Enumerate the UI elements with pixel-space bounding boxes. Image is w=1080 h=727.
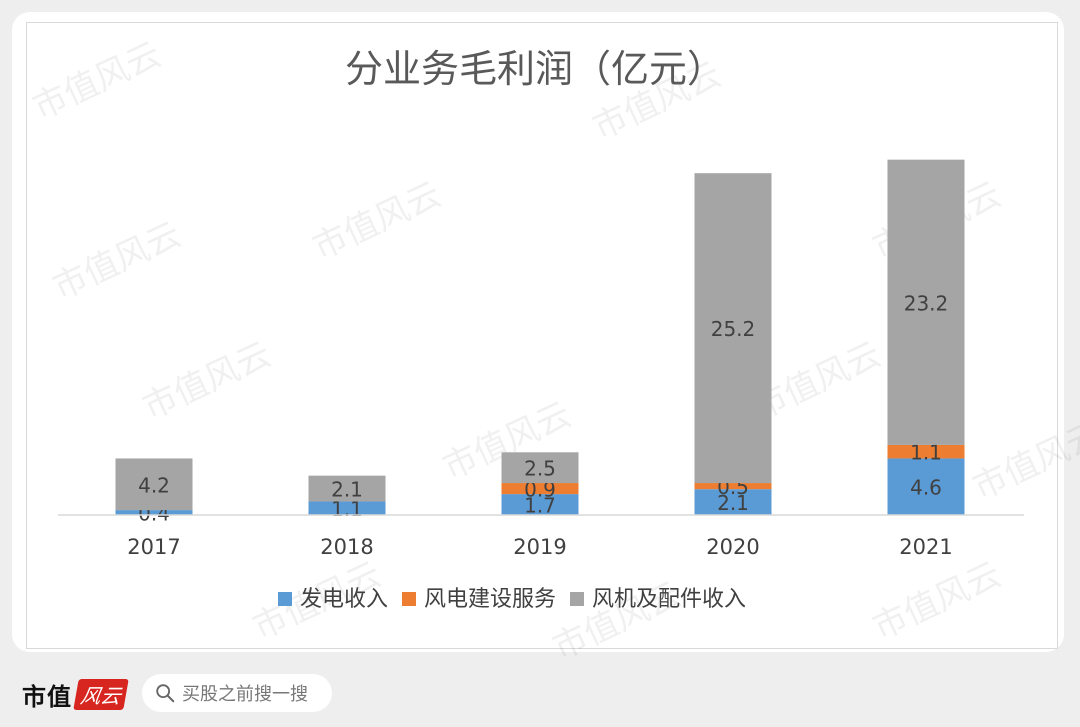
legend-label: 风电建设服务 <box>424 587 556 612</box>
legend-swatch <box>570 592 584 606</box>
watermark-text: 市值风云 <box>867 554 1007 648</box>
data-label: 4.6 <box>910 476 942 500</box>
chart-legend: 发电收入 风电建设服务 风机及配件收入 <box>278 587 746 612</box>
bar-segment <box>694 489 772 515</box>
search-icon <box>156 684 175 703</box>
data-label: 25.2 <box>711 317 756 341</box>
bar-segment <box>308 501 386 515</box>
bar-segment <box>501 483 579 495</box>
logo-main-text: 市值 <box>22 681 72 711</box>
x-tick-label: 2019 <box>513 535 566 559</box>
bars-layer: 0.44.21.12.11.70.92.52.10.525.24.61.123.… <box>115 159 965 526</box>
bar-segment <box>115 510 193 515</box>
watermark-text: 市值风云 <box>27 34 167 128</box>
watermark-text: 市值风云 <box>307 174 447 268</box>
bar-segment <box>694 173 772 484</box>
bar-segment <box>501 494 579 515</box>
data-label: 2.5 <box>524 457 556 481</box>
chart-frame <box>26 22 1058 649</box>
logo-seal: 风云 <box>73 678 129 710</box>
bar-segment <box>308 475 386 502</box>
brand-logo: 市值 风云 <box>22 676 129 712</box>
bar-segment <box>887 159 965 445</box>
legend-swatch <box>402 592 416 606</box>
chart-title: 分业务毛利润（亿元） <box>345 47 725 91</box>
watermark-text: 市值风云 <box>967 414 1080 508</box>
bar-segment <box>887 444 965 459</box>
bar-segment <box>694 483 772 490</box>
x-axis-ticks: 2017 2018 2019 2020 2021 <box>127 535 952 559</box>
x-tick-label: 2021 <box>899 535 952 559</box>
x-tick-label: 2017 <box>127 535 180 559</box>
legend-swatch <box>278 592 292 606</box>
data-label: 2.1 <box>717 491 749 515</box>
legend-label: 风机及配件收入 <box>592 587 746 612</box>
data-label: 2.1 <box>331 478 363 502</box>
bar-segment <box>501 452 579 484</box>
search-box[interactable]: 买股之前搜一搜 <box>142 674 332 712</box>
bar-segment <box>115 458 193 511</box>
watermark-text: 市值风云 <box>137 334 277 428</box>
x-tick-label: 2018 <box>320 535 373 559</box>
data-label: 1.7 <box>524 494 556 518</box>
data-label: 23.2 <box>904 291 949 315</box>
x-tick-label: 2020 <box>706 535 759 559</box>
watermark-text: 市值风云 <box>47 214 187 308</box>
data-label: 4.2 <box>138 473 170 497</box>
search-placeholder: 买股之前搜一搜 <box>182 684 308 705</box>
legend-label: 发电收入 <box>300 587 388 612</box>
bar-segment <box>887 458 965 515</box>
